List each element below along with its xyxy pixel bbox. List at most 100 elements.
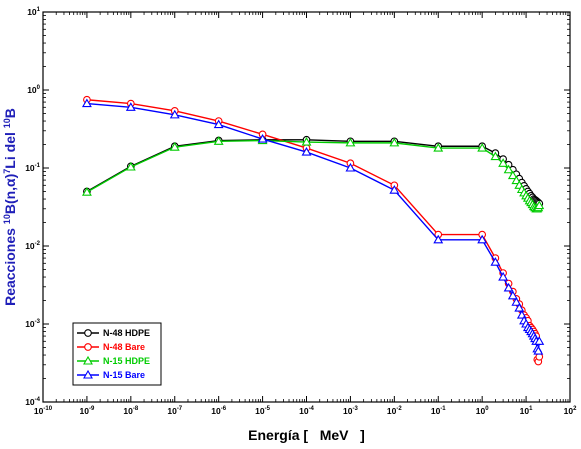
- series-layer: [81, 95, 545, 366]
- y-tick-base: 10: [25, 397, 35, 407]
- legend-swatch-marker: [83, 369, 93, 379]
- data-point: [389, 137, 400, 147]
- data-point: [490, 151, 501, 161]
- legend-entry: N-48 HDPE: [77, 328, 150, 338]
- x-tick-exp: -10: [43, 406, 52, 412]
- y-tick-base: 10: [25, 319, 35, 329]
- x-tick-base: 10: [80, 406, 90, 416]
- data-point: [490, 257, 501, 266]
- data-point: [345, 162, 356, 172]
- x-tick-label: 10-6: [211, 406, 226, 416]
- data-point: [169, 142, 180, 151]
- y-tick-exp: -4: [35, 397, 41, 403]
- x-tick-label: 10-4: [299, 406, 314, 416]
- legend-swatch-marker: [83, 355, 93, 365]
- x-tick-label: 10-8: [123, 406, 138, 416]
- y-tick-exp: 1: [37, 7, 41, 13]
- x-tick-label: 100: [476, 406, 489, 416]
- data-point: [125, 102, 136, 111]
- y-tick-exp: 0: [37, 85, 41, 91]
- series-2: [81, 135, 545, 213]
- y-tick-label: 10-1: [25, 163, 40, 173]
- data-point: [213, 136, 224, 145]
- x-tick-exp: 1: [529, 406, 533, 412]
- x-tick-label: 101: [520, 406, 533, 416]
- y-tick-base: 10: [25, 163, 35, 173]
- x-tick-label: 10-3: [343, 406, 358, 416]
- data-point: [507, 290, 518, 300]
- legend-swatch-marker: [84, 343, 92, 351]
- x-tick-exp: -3: [352, 406, 358, 412]
- data-point: [81, 187, 92, 196]
- data-point: [511, 175, 522, 185]
- x-tick-label: 10-7: [167, 406, 182, 416]
- x-tick-exp: -7: [177, 406, 183, 412]
- data-point: [498, 158, 509, 167]
- data-point: [389, 185, 400, 194]
- data-point: [257, 133, 268, 143]
- y-tick-exp: -3: [35, 319, 41, 325]
- y-axis-title: Reacciones 10B(n,α)7Li del 10B: [2, 108, 18, 306]
- legend-entry: N-15 Bare: [77, 369, 145, 380]
- x-tick-base: 10: [299, 406, 309, 416]
- data-point: [301, 146, 312, 156]
- legend-swatch-marker: [84, 329, 92, 337]
- data-point: [301, 136, 312, 146]
- x-tick-base: 10: [211, 406, 221, 416]
- data-point: [81, 98, 92, 108]
- x-tick-exp: -4: [309, 406, 315, 412]
- x-tick-exp: 2: [573, 406, 577, 412]
- legend: N-48 HDPE N-48 Bare N-15 HDPE N-15 Bare: [72, 322, 162, 386]
- data-point: [503, 282, 514, 292]
- x-tick-base: 10: [167, 406, 177, 416]
- data-point: [511, 297, 522, 306]
- x-tick-base: 10: [476, 406, 486, 416]
- y-title-superscript: 10: [2, 214, 12, 224]
- x-tick-exp: -5: [265, 406, 271, 412]
- x-tick-label: 10-1: [431, 406, 446, 416]
- x-tick-label: 10-5: [255, 406, 270, 416]
- y-title-text: Li del: [2, 128, 18, 168]
- x-tick-exp: -1: [440, 406, 446, 412]
- y-tick-exp: -2: [35, 241, 41, 247]
- y-tick-label: 10-4: [25, 397, 40, 407]
- y-title-text: B(n,α): [2, 174, 18, 214]
- x-tick-label: 10-10: [34, 406, 53, 416]
- y-tick-base: 10: [27, 7, 37, 17]
- x-tick-base: 10: [343, 406, 353, 416]
- y-title-superscript: 10: [2, 118, 12, 128]
- data-point: [534, 336, 545, 345]
- y-tick-exp: -1: [35, 163, 41, 169]
- x-tick-label: 10-9: [80, 406, 95, 416]
- data-point: [507, 170, 518, 180]
- data-point: [514, 302, 525, 312]
- x-tick-base: 10: [520, 406, 530, 416]
- x-tick-exp: -6: [221, 406, 227, 412]
- x-tick-exp: -8: [133, 406, 139, 412]
- y-title-text: Reacciones: [2, 224, 18, 306]
- legend-entry: N-48 Bare: [77, 342, 145, 352]
- legend-label: N-15 Bare: [103, 370, 145, 380]
- data-point: [477, 234, 488, 244]
- data-point: [125, 161, 136, 171]
- data-point: [503, 164, 514, 174]
- data-point: [477, 142, 488, 152]
- legend-label: N-48 HDPE: [103, 328, 150, 338]
- y-tick-label: 10-3: [25, 319, 40, 329]
- legend-entry: N-15 HDPE: [77, 355, 150, 366]
- x-tick-base: 10: [431, 406, 441, 416]
- y-tick-base: 10: [27, 85, 37, 95]
- x-tick-base: 10: [564, 406, 574, 416]
- x-tick-base: 10: [255, 406, 265, 416]
- x-tick-label: 10-2: [387, 406, 402, 416]
- legend-label: N-48 Bare: [103, 342, 145, 352]
- x-axis-title: Energía [ MeV ]: [248, 427, 365, 443]
- data-point: [433, 234, 444, 244]
- y-title-text: B: [2, 108, 18, 118]
- data-point: [533, 345, 544, 355]
- data-point: [534, 200, 545, 210]
- data-point: [345, 137, 356, 147]
- series-3: [81, 98, 545, 355]
- x-tick-base: 10: [123, 406, 133, 416]
- x-tick-exp: -2: [396, 406, 402, 412]
